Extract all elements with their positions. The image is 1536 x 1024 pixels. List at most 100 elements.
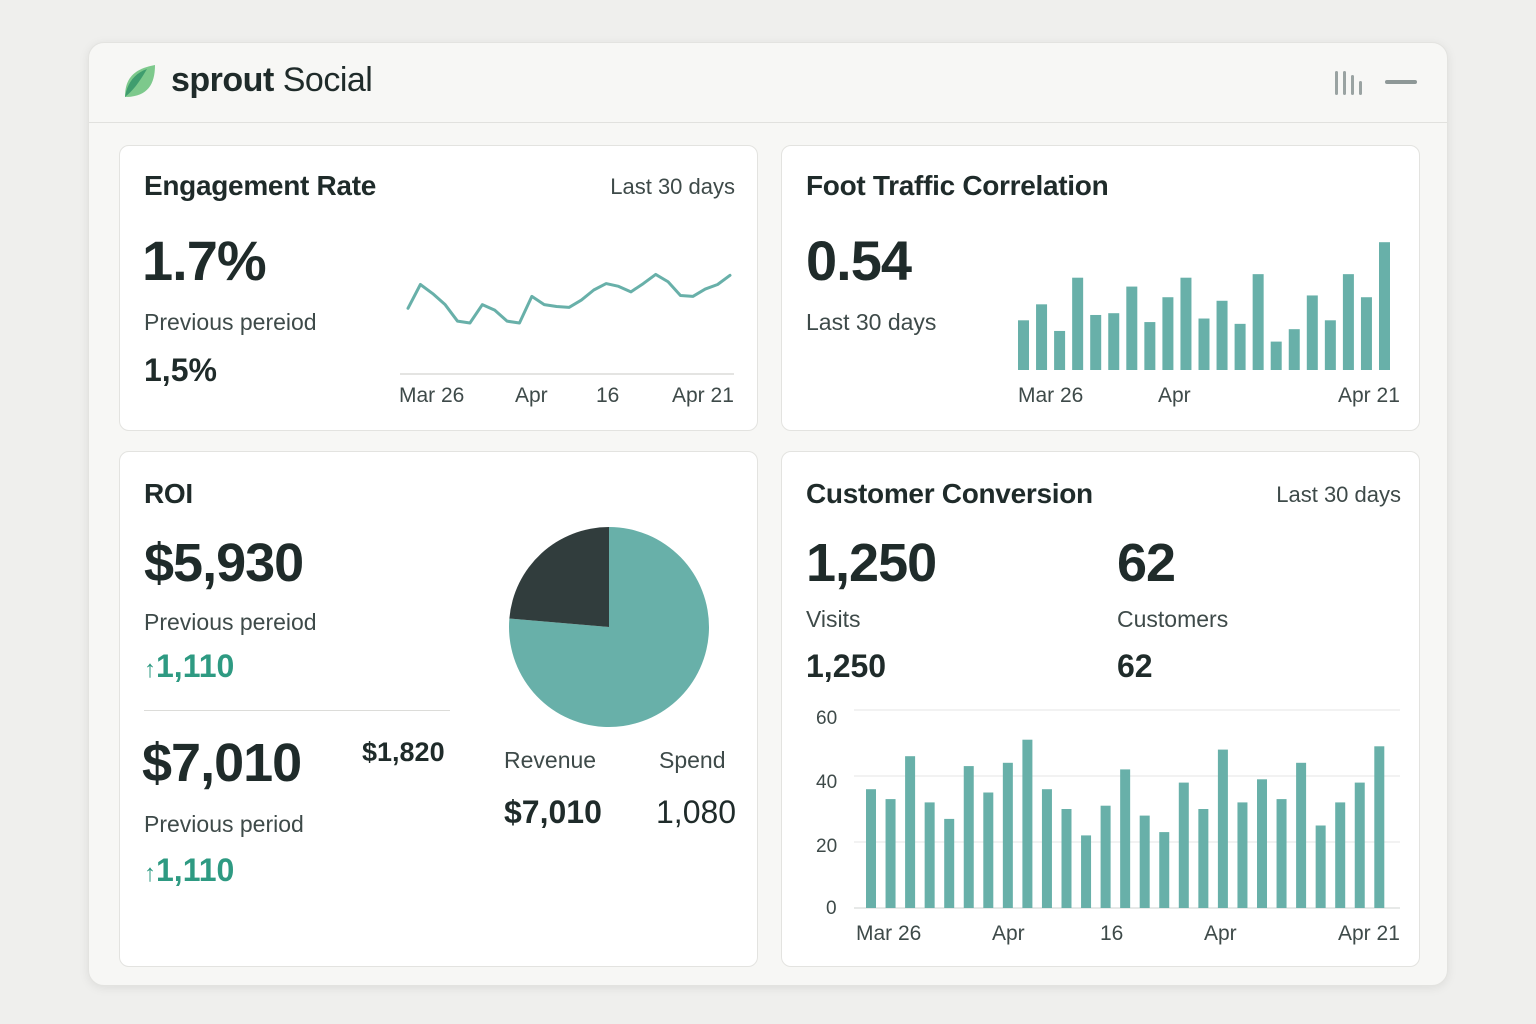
arrow-up-icon: ↑ [144, 656, 156, 683]
conversion-bar [1061, 809, 1072, 908]
foot-traffic-bar-chart [1018, 242, 1390, 370]
conversion-bar [1198, 809, 1209, 908]
foot-traffic-card: Foot Traffic Correlation 0.54 Last 30 da… [781, 145, 1420, 431]
conversion-bar [983, 792, 994, 908]
foot-traffic-bar [1288, 329, 1300, 370]
conversion-bar [1081, 835, 1092, 908]
visits-value: 1,250 [806, 648, 887, 684]
conversion-bar [1217, 749, 1228, 908]
revenue-value: $7,010 [504, 794, 602, 830]
engagement-x-label: Mar 26 [399, 384, 465, 407]
revenue-label: Revenue [504, 747, 597, 773]
conversion-bar [1120, 769, 1131, 908]
foot-traffic-bar [1108, 313, 1120, 370]
foot-traffic-bar [1234, 323, 1246, 370]
divider [144, 710, 450, 711]
foot-traffic-bar [1018, 320, 1029, 370]
conversion-bar [905, 756, 916, 908]
conversion-bar [1100, 805, 1111, 908]
conversion-bar [1257, 779, 1267, 908]
brand-bold: sprout [171, 61, 274, 99]
foot-traffic-bar [1306, 295, 1318, 370]
conversion-bar [1159, 832, 1170, 908]
conversion-title: Customer Conversion [806, 478, 1093, 509]
engagement-x-label: 16 [596, 384, 620, 407]
conversion-bar [1041, 789, 1052, 908]
conversion-x-label: 16 [1100, 922, 1124, 945]
engagement-rate-card: Engagement Rate Last 30 days 1.7% Previo… [119, 145, 758, 431]
conversion-bar [944, 818, 955, 908]
conversion-y-tick: 40 [816, 772, 838, 793]
conversion-bar [885, 799, 896, 908]
conversion-bar [924, 802, 935, 908]
engagement-title: Engagement Rate [144, 170, 376, 201]
foot-traffic-x-label: Mar 26 [1018, 384, 1084, 407]
foot-traffic-bar [1360, 297, 1372, 370]
minimize-icon[interactable] [1385, 69, 1419, 97]
foot-traffic-bar [1036, 304, 1048, 370]
roi-prev-label-2: Previous period [144, 811, 304, 837]
brand-regular: Social [273, 61, 373, 99]
conversion-y-tick: 60 [816, 708, 838, 729]
foot-traffic-bar [1144, 322, 1156, 370]
foot-traffic-bar [1090, 314, 1102, 370]
conversion-bar [1315, 825, 1326, 908]
roi-title: ROI [144, 478, 193, 509]
roi-prev-label: Previous pereiod [144, 609, 317, 635]
engagement-line-chart [400, 272, 734, 375]
foot-traffic-x-label: Apr [1158, 384, 1191, 407]
conversion-bar [1002, 762, 1013, 908]
foot-traffic-bar [1342, 274, 1354, 370]
engagement-prev-label: Previous pereiod [144, 309, 317, 335]
roi-prev-change-value-2: 1,110 [156, 852, 235, 888]
conversion-x-label: Mar 26 [856, 922, 922, 945]
conversion-x-label: Apr 21 [1338, 922, 1400, 945]
foot-traffic-bar [1252, 274, 1264, 370]
pie-slice-spend [509, 527, 609, 627]
foot-traffic-bar [1162, 297, 1174, 370]
engagement-x-label: Apr 21 [672, 384, 734, 407]
engagement-x-label: Apr [515, 384, 548, 407]
foot-traffic-bar [1072, 277, 1084, 370]
foot-traffic-bar [1216, 300, 1228, 370]
roi-prev-change-value: 1,110 [156, 648, 235, 684]
conversion-bar [963, 766, 974, 908]
conversion-bar [1335, 802, 1346, 908]
customer-conversion-card: Customer Conversion Last 30 days 1,250 6… [781, 451, 1420, 967]
engagement-range: Last 30 days [610, 174, 735, 199]
foot-traffic-bar [1324, 320, 1336, 370]
arrow-up-icon: ↑ [144, 860, 156, 887]
customers-value: 62 [1117, 648, 1153, 684]
engagement-value: 1.7% [142, 229, 267, 292]
foot-traffic-value: 0.54 [806, 229, 912, 292]
bar-chart-icon[interactable] [1333, 69, 1367, 97]
customers-label: Customers [1117, 606, 1229, 632]
visits-big-value: 1,250 [806, 533, 937, 593]
conversion-bar [1374, 746, 1385, 908]
foot-traffic-bar [1198, 318, 1210, 370]
spend-value: 1,080 [656, 794, 737, 830]
conversion-bar [1178, 782, 1189, 908]
roi-value: $5,930 [144, 533, 304, 593]
roi-card: ROI $5,930 Previous pereiod ↑1,110 $7,01… [119, 451, 758, 967]
roi-side-value: $1,820 [362, 737, 445, 767]
conversion-bar [1354, 782, 1365, 908]
foot-traffic-range: Last 30 days [806, 309, 937, 335]
conversion-bar [866, 789, 876, 908]
conversion-y-tick: 0 [826, 898, 837, 919]
conversion-range: Last 30 days [1276, 482, 1401, 507]
app-window: sprout Social Engagement Rate Last 30 da… [88, 42, 1448, 986]
foot-traffic-bar [1126, 286, 1138, 370]
sprout-logo-icon [125, 65, 155, 97]
customers-big-value: 62 [1117, 533, 1176, 593]
conversion-x-label: Apr [1204, 922, 1237, 945]
conversion-bar-chart [854, 709, 1400, 909]
engagement-series-line [406, 272, 732, 325]
roi-pie-chart [509, 527, 709, 727]
roi-prev-change-2: ↑1,110 [144, 852, 234, 889]
foot-traffic-bar [1270, 341, 1282, 370]
roi-prev-change: ↑1,110 [144, 648, 234, 685]
spend-label: Spend [659, 747, 726, 773]
conversion-y-tick: 20 [816, 836, 838, 857]
foot-traffic-x-label: Apr 21 [1338, 384, 1400, 407]
